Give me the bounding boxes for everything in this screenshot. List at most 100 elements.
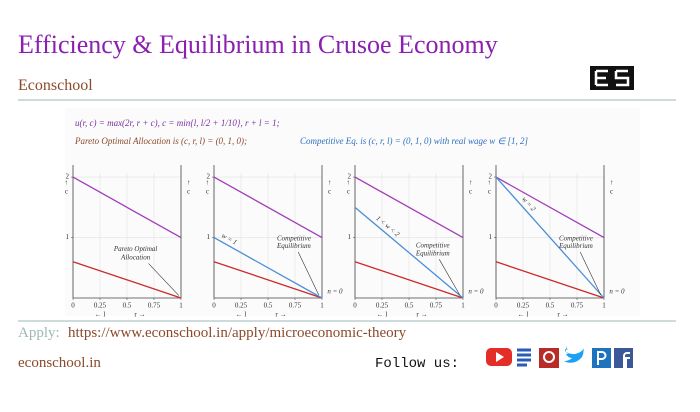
y-axis-label: c bbox=[469, 188, 472, 196]
series-line bbox=[354, 261, 464, 299]
x-tick-label: 0.75 bbox=[148, 302, 161, 310]
series-line bbox=[495, 261, 605, 299]
x-axis-label: r → bbox=[275, 311, 286, 319]
y-axis-label: ↑ bbox=[65, 179, 69, 187]
series-line bbox=[354, 176, 464, 239]
x-tick-label: 0.5 bbox=[546, 302, 555, 310]
y-axis-label: c bbox=[328, 188, 331, 196]
annotation: n = 0 bbox=[609, 288, 625, 296]
x-tick-label: 0 bbox=[494, 302, 498, 310]
x-axis-label: r → bbox=[416, 311, 427, 319]
series-line bbox=[72, 176, 182, 239]
annotation: Competitive bbox=[277, 234, 311, 242]
annotation-arrow bbox=[148, 263, 180, 296]
x-axis-label: ← l bbox=[377, 311, 388, 319]
y-axis-label: ↑ bbox=[347, 179, 351, 187]
x-tick-label: 0.25 bbox=[235, 302, 248, 310]
x-tick-label: 0.75 bbox=[430, 302, 443, 310]
x-axis-label: r → bbox=[557, 311, 568, 319]
formula-pareto: Pareto Optimal Allocation is (c, r, l) =… bbox=[74, 136, 247, 146]
y-axis-label: c bbox=[610, 188, 613, 196]
blog-icon[interactable] bbox=[517, 348, 531, 367]
pinterest-mark bbox=[597, 351, 607, 365]
formula-competitive: Competitive Eq. is (c, r, l) = (0, 1, 0)… bbox=[300, 136, 529, 146]
logo bbox=[590, 66, 634, 90]
y-tick-label: 1 bbox=[207, 233, 211, 241]
y-axis-label: ↑ bbox=[187, 179, 191, 187]
series-line bbox=[495, 176, 605, 299]
annotation-arrow bbox=[438, 259, 461, 296]
y-tick-label: 1 bbox=[348, 233, 352, 241]
series-line bbox=[354, 206, 464, 299]
annotation: n = 0 bbox=[468, 288, 484, 296]
x-tick-label: 0.75 bbox=[289, 302, 302, 310]
annotation: Equilibrium bbox=[276, 242, 311, 250]
x-axis-label: ← l bbox=[236, 311, 247, 319]
x-tick-label: 0.25 bbox=[517, 302, 530, 310]
x-tick-label: 0.5 bbox=[264, 302, 273, 310]
x-tick-label: 1 bbox=[602, 302, 606, 310]
follow-label: Follow us: bbox=[375, 356, 459, 372]
x-tick-label: 0 bbox=[353, 302, 357, 310]
y-axis-label: c bbox=[347, 188, 350, 196]
y-tick-label: 2 bbox=[348, 173, 352, 181]
facebook-mark bbox=[623, 352, 630, 368]
y-axis-label: ↑ bbox=[206, 179, 210, 187]
x-tick-label: 0.75 bbox=[571, 302, 584, 310]
annotation: n = 0 bbox=[327, 288, 343, 296]
annotation: Equilibrium bbox=[415, 249, 450, 257]
y-tick-label: 1 bbox=[489, 233, 493, 241]
annotation: Allocation bbox=[120, 254, 151, 262]
y-axis-label: c bbox=[206, 188, 209, 196]
formula-utility: u(r, c) = max(2r, r + c), c = min{l, l/2… bbox=[75, 118, 280, 128]
x-tick-label: 0 bbox=[212, 302, 216, 310]
x-tick-label: 0.25 bbox=[376, 302, 389, 310]
y-tick-label: 2 bbox=[66, 173, 70, 181]
y-tick-label: 1 bbox=[66, 233, 70, 241]
youtube-play bbox=[496, 352, 504, 362]
x-tick-label: 0.5 bbox=[405, 302, 414, 310]
annotation: Equilibrium bbox=[558, 242, 593, 250]
series-line bbox=[495, 176, 605, 239]
x-tick-label: 1 bbox=[320, 302, 324, 310]
annotation: Competitive bbox=[416, 242, 450, 250]
annotation: Pareto Optimal bbox=[113, 245, 158, 253]
series-line bbox=[213, 261, 323, 299]
y-tick-label: 2 bbox=[207, 173, 211, 181]
site-link[interactable]: econschool.in bbox=[18, 355, 101, 371]
social-icons bbox=[486, 344, 633, 368]
y-axis-label: c bbox=[65, 188, 68, 196]
apply-url[interactable]: https://www.econschool.in/apply/microeco… bbox=[68, 325, 407, 341]
x-tick-label: 0.5 bbox=[123, 302, 132, 310]
quora-mark bbox=[543, 351, 555, 363]
y-axis-label: ↑ bbox=[488, 179, 492, 187]
x-tick-label: 1 bbox=[179, 302, 183, 310]
y-axis-label: ↑ bbox=[610, 179, 614, 187]
x-tick-label: 0.25 bbox=[94, 302, 107, 310]
logo-mark bbox=[594, 69, 630, 87]
x-tick-label: 1 bbox=[461, 302, 465, 310]
figure-area bbox=[65, 108, 640, 316]
y-axis-label: c bbox=[187, 188, 190, 196]
series-line bbox=[213, 236, 323, 299]
x-tick-label: 0 bbox=[71, 302, 75, 310]
x-axis-label: ← l bbox=[518, 311, 529, 319]
twitter-icon[interactable] bbox=[564, 344, 584, 363]
apply-label: Apply: bbox=[18, 325, 60, 341]
y-tick-label: 2 bbox=[489, 173, 493, 181]
y-axis-label: ↑ bbox=[469, 179, 473, 187]
x-axis-label: ← l bbox=[95, 311, 106, 319]
annotation-arrow bbox=[579, 251, 602, 296]
x-axis-label: r → bbox=[134, 311, 145, 319]
y-axis-label: ↑ bbox=[328, 179, 332, 187]
page-title: Efficiency & Equilibrium in Crusoe Econo… bbox=[18, 30, 498, 59]
y-axis-label: c bbox=[488, 188, 491, 196]
annotation: Competitive bbox=[559, 234, 593, 242]
annotation-arrow bbox=[297, 251, 320, 296]
series-line bbox=[72, 261, 182, 299]
quora-icon[interactable] bbox=[539, 348, 559, 368]
brand: Econschool bbox=[18, 77, 93, 94]
